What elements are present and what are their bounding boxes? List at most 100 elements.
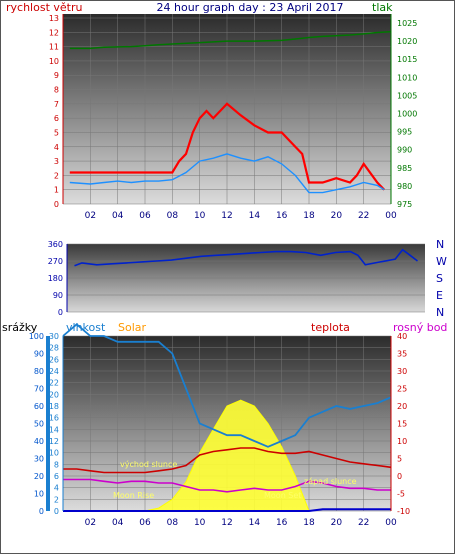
page-title: 24 hour graph day : 23 April 2017 [157,1,344,14]
humidity-tick-label: 4 [54,484,59,493]
series-rain [63,508,391,512]
compass-label: S [436,272,443,285]
time-tick-label: 20 [331,211,343,221]
series-solar [144,399,310,512]
time-tick-label: 12 [221,518,232,528]
rain-tick-label: 90 [34,350,44,359]
series-temperature [63,447,392,474]
temperature-tick-label: 20 [397,402,407,411]
time-tick-label: 10 [194,211,206,221]
time-tick-label: 10 [194,518,206,528]
time-tick-label: 06 [139,518,151,528]
rain-tick-label: 80 [34,367,44,376]
humidity-axis-label: vlhkost [66,321,106,334]
humidity-tick-label: 2 [54,495,59,504]
time-tick-label: 14 [249,211,261,221]
pressure-tick-label: 995 [397,128,412,137]
time-tick-label: 08 [167,211,179,221]
wind-tick-label: 2 [54,171,59,180]
rain-tick-label: 20 [34,472,44,481]
temperature-tick-label: 5 [397,455,402,464]
series-wind-speed [69,102,385,191]
temperature-tick-label: 10 [397,437,407,446]
humidity-tick-label: 10 [49,449,59,458]
direction-tick-label: 360 [48,240,63,249]
temperature-tick-label: 25 [397,385,407,394]
time-tick-label: 12 [221,211,232,221]
time-tick-label: 00 [385,518,397,528]
humidity-tick-label: 0 [54,507,59,516]
temperature-tick-label: 15 [397,420,407,429]
time-tick-label: 02 [85,211,96,221]
humidity-tick-label: 22 [49,379,59,388]
pressure-tick-label: 980 [397,182,412,191]
wind-tick-label: 6 [54,114,59,123]
pressure-tick-label: 1000 [397,110,417,119]
wind-tick-label: 13 [49,14,59,23]
wind-tick-label: 8 [54,86,59,95]
wind-tick-label: 1 [54,186,59,195]
pressure-axis-label: tlak [372,1,393,14]
series-wind-gust [69,153,385,194]
humidity-tick-label: 8 [54,460,59,469]
compass-label: N [436,306,444,319]
temperature-tick-label: -5 [397,490,405,499]
wind-tick-label: 12 [49,28,59,37]
time-tick-label: 22 [358,518,369,528]
pressure-tick-label: 1005 [397,91,417,100]
humidity-tick-label: 30 [49,332,59,341]
pressure-tick-label: 1015 [397,55,417,64]
series-dewpoint [63,478,391,493]
wind-axis-label: rychlost větru [6,1,82,14]
rain-tick-label: 40 [34,437,44,446]
humidity-tick-label: 24 [49,367,59,376]
time-tick-label: 14 [249,518,261,528]
rain-tick-label: 70 [34,385,44,394]
rain-axis-label: srážky [2,321,38,334]
temperature-tick-label: 35 [397,350,407,359]
direction-tick-label: 90 [53,291,63,300]
sunset-annotation: západ slunce [304,477,357,486]
dewpoint-axis-label: rosný bod [393,321,447,334]
wind-tick-label: 4 [54,143,59,152]
temperature-axis-label: teplota [311,321,350,334]
direction-tick-label: 180 [48,274,63,283]
pressure-tick-label: 975 [397,200,412,209]
humidity-tick-label: 12 [49,437,59,446]
rain-tick-label: 30 [34,455,44,464]
series-pressure [69,30,392,50]
axes: 0123456789101112139759809859909951000100… [29,14,447,528]
moonset-annotation: Moon Set [264,491,301,500]
time-tick-label: 04 [112,211,124,221]
direction-tick-label: 270 [48,257,63,266]
temperature-tick-label: 40 [397,332,407,341]
time-tick-label: 16 [276,518,288,528]
humidity-tick-label: 28 [49,344,59,353]
wind-tick-label: 3 [54,157,59,166]
humidity-tick-label: 14 [49,425,59,434]
wind-tick-label: 9 [54,71,59,80]
direction-tick-label: 0 [58,308,63,317]
pressure-tick-label: 990 [397,146,412,155]
time-tick-label: 00 [385,211,397,221]
temperature-tick-label: -10 [397,507,410,516]
compass-label: N [436,238,444,251]
compass-label: W [436,255,447,268]
grid-lines [63,14,425,512]
humidity-tick-label: 16 [49,414,59,423]
pressure-tick-label: 1020 [397,37,417,46]
rain-tick-label: 10 [34,490,44,499]
time-tick-label: 22 [358,211,369,221]
time-tick-label: 16 [276,211,288,221]
series-wind-direction [74,248,418,267]
pressure-tick-label: 985 [397,164,412,173]
temperature-tick-label: 30 [397,367,407,376]
time-tick-label: 18 [303,518,315,528]
humidity-tick-label: 26 [49,355,59,364]
time-tick-label: 02 [85,518,96,528]
solar-axis-label: Solar [118,321,147,334]
rain-tick-label: 0 [39,507,44,516]
rain-axis-bar [46,336,50,511]
